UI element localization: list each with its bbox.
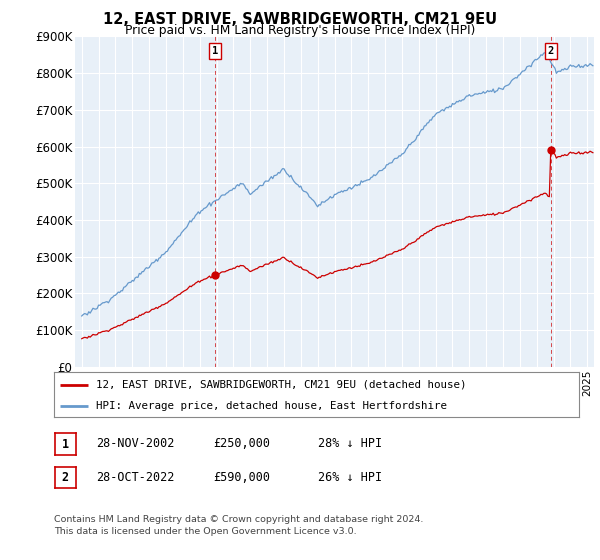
Text: £250,000: £250,000: [213, 437, 270, 450]
Text: 28-OCT-2022: 28-OCT-2022: [96, 470, 175, 484]
Text: 28% ↓ HPI: 28% ↓ HPI: [318, 437, 382, 450]
Text: This data is licensed under the Open Government Licence v3.0.: This data is licensed under the Open Gov…: [54, 528, 356, 536]
Text: 26% ↓ HPI: 26% ↓ HPI: [318, 470, 382, 484]
Text: 28-NOV-2002: 28-NOV-2002: [96, 437, 175, 450]
Text: £590,000: £590,000: [213, 470, 270, 484]
Text: 12, EAST DRIVE, SAWBRIDGEWORTH, CM21 9EU (detached house): 12, EAST DRIVE, SAWBRIDGEWORTH, CM21 9EU…: [96, 380, 467, 390]
Text: 1: 1: [62, 437, 69, 451]
Text: 2: 2: [548, 46, 554, 56]
Text: 1: 1: [212, 46, 218, 56]
Text: Contains HM Land Registry data © Crown copyright and database right 2024.: Contains HM Land Registry data © Crown c…: [54, 515, 424, 524]
Text: Price paid vs. HM Land Registry's House Price Index (HPI): Price paid vs. HM Land Registry's House …: [125, 24, 475, 36]
Text: 2: 2: [62, 471, 69, 484]
Text: 12, EAST DRIVE, SAWBRIDGEWORTH, CM21 9EU: 12, EAST DRIVE, SAWBRIDGEWORTH, CM21 9EU: [103, 12, 497, 27]
Text: HPI: Average price, detached house, East Hertfordshire: HPI: Average price, detached house, East…: [96, 401, 447, 411]
